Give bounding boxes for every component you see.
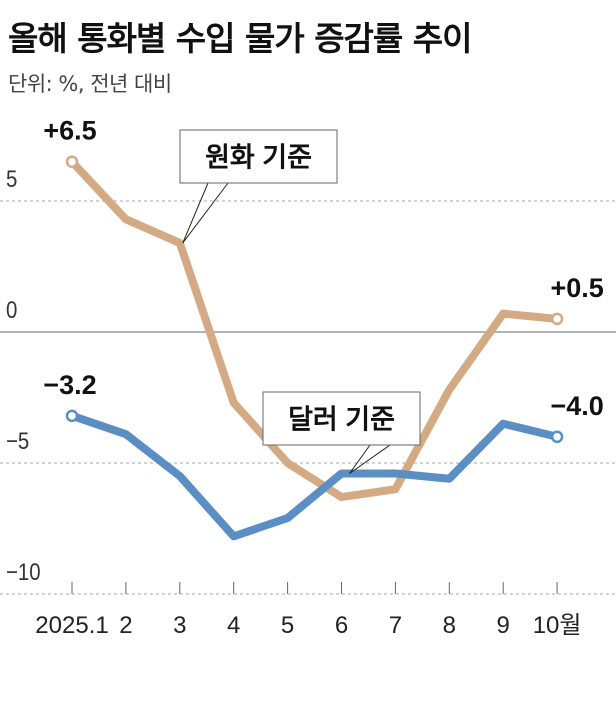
series-line-won (69, 158, 558, 502)
start-value-label: −3.2 (43, 370, 96, 400)
won-callout-box (179, 129, 338, 184)
callout-pointer (182, 182, 209, 244)
dollar-callout-box (262, 391, 421, 446)
x-tick-label: 7 (389, 612, 402, 639)
series-line-dollar (70, 412, 559, 541)
x-tick-label: 2 (119, 612, 132, 639)
endpoint-marker (550, 312, 564, 326)
chart-title: 올해 통화별 수입 물가 증감률 추이 (8, 19, 472, 58)
won-callout-label: 원화 기준 (205, 143, 312, 173)
start-value-label: +6.5 (43, 116, 96, 146)
x-tick-label: 2025.1 (35, 612, 108, 639)
callout-pointer (349, 444, 371, 474)
x-tick-label: 4 (227, 612, 240, 639)
endpoint-marker (65, 409, 79, 423)
unit-label: 단위: %, 전년 대비 (8, 72, 172, 96)
endpoint-marker (550, 430, 564, 444)
x-tick-label: 8 (443, 612, 456, 639)
y-tick-label: −10 (6, 558, 41, 585)
callout-pointer (182, 182, 229, 244)
end-value-label: +0.5 (550, 273, 603, 303)
dollar-callout-label: 달러 기준 (288, 405, 395, 435)
x-tick-label: 3 (173, 612, 186, 639)
y-tick-label: 5 (6, 165, 17, 192)
x-tick-label: 5 (281, 612, 294, 639)
x-tick-label: 10월 (533, 612, 582, 639)
end-value-label: −4.0 (550, 391, 603, 421)
y-tick-label: 0 (6, 296, 17, 323)
endpoint-marker (65, 155, 79, 168)
x-tick-label: 9 (497, 612, 510, 639)
x-tick-label: 6 (335, 612, 348, 639)
callout-pointer (349, 444, 391, 474)
y-tick-label: −5 (6, 427, 29, 454)
